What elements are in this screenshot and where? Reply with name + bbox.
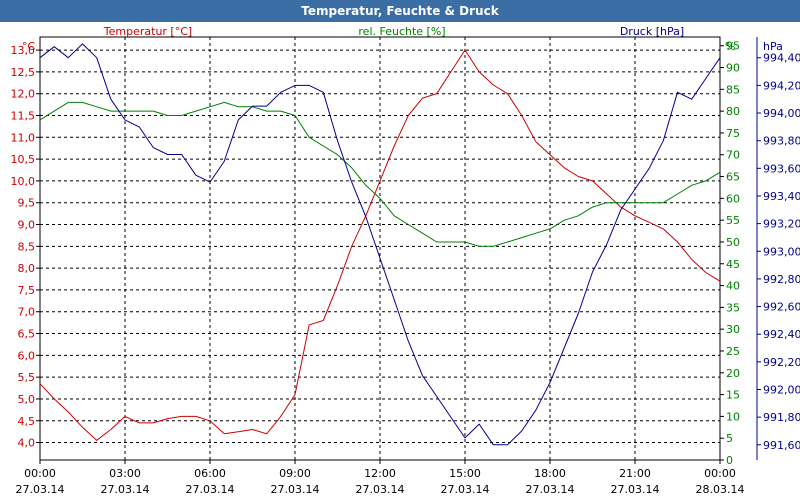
x-tick-date: 28.03.14 bbox=[696, 483, 745, 496]
chart: °C Temperatur [°C] rel. Feuchte [%] Druc… bbox=[11, 25, 800, 496]
temperature-tick-label: 6,0 bbox=[18, 349, 36, 362]
x-tick-time: 06:00 bbox=[194, 467, 226, 480]
temperature-tick-label: 8,5 bbox=[18, 240, 36, 253]
temperature-tick-label: 9,5 bbox=[18, 197, 36, 210]
x-tick-date: 27.03.14 bbox=[441, 483, 490, 496]
humidity-tick-label: 5 bbox=[726, 432, 733, 445]
pressure-tick-label: 994,20 bbox=[763, 79, 800, 92]
pressure-tick-label: 993,40 bbox=[763, 190, 800, 203]
temperature-tick-label: 10,5 bbox=[11, 153, 36, 166]
humidity-tick-label: 15 bbox=[726, 389, 740, 402]
humidity-tick-label: 20 bbox=[726, 367, 740, 380]
pressure-tick-label: 993,20 bbox=[763, 218, 800, 231]
x-tick-date: 27.03.14 bbox=[356, 483, 405, 496]
x-axis-ticks: 00:00 27.03.14 03:00 27.03.14 06:00 27.03.14 0… bbox=[16, 460, 745, 496]
pressure-tick-label: 992,80 bbox=[763, 273, 800, 286]
temperature-tick-label: 11,5 bbox=[11, 109, 36, 122]
x-tick-time: 03:00 bbox=[109, 467, 141, 480]
x-tick-date: 27.03.14 bbox=[526, 483, 575, 496]
x-tick-time: 09:00 bbox=[279, 467, 311, 480]
temperature-tick-label: 5,5 bbox=[18, 371, 36, 384]
humidity-tick-label: 10 bbox=[726, 410, 740, 423]
x-tick-date: 27.03.14 bbox=[101, 483, 150, 496]
x-tick-time: 18:00 bbox=[534, 467, 566, 480]
x-tick-time: 15:00 bbox=[449, 467, 481, 480]
humidity-tick-label: 50 bbox=[726, 236, 740, 249]
pressure-tick-label: 993,80 bbox=[763, 135, 800, 148]
temperature-tick-label: 4,0 bbox=[18, 437, 36, 450]
x-tick-date: 27.03.14 bbox=[16, 483, 65, 496]
series-line-temperature bbox=[39, 49, 721, 441]
temperature-tick-label: 12,5 bbox=[11, 66, 36, 79]
temperature-tick-label: 6,5 bbox=[18, 328, 36, 341]
humidity-tick-label: 70 bbox=[726, 149, 740, 162]
temperature-tick-label: 13,0 bbox=[11, 44, 36, 57]
pressure-tick-label: 992,20 bbox=[763, 356, 800, 369]
pressure-tick-label: 991,60 bbox=[763, 439, 800, 452]
x-tick-date: 27.03.14 bbox=[271, 483, 320, 496]
pressure-tick-label: 992,40 bbox=[763, 328, 800, 341]
temperature-tick-label: 11,0 bbox=[11, 131, 36, 144]
humidity-unit-label: % bbox=[725, 40, 735, 53]
humidity-tick-label: 40 bbox=[726, 280, 740, 293]
temperature-axis-label: Temperatur [°C] bbox=[103, 25, 192, 38]
series-line-pressure bbox=[39, 43, 721, 446]
temperature-tick-label: 8,0 bbox=[18, 262, 36, 275]
humidity-tick-label: 75 bbox=[726, 127, 740, 140]
temperature-tick-label: 10,0 bbox=[11, 175, 36, 188]
humidity-tick-label: 45 bbox=[726, 258, 740, 271]
humidity-tick-label: 35 bbox=[726, 301, 740, 314]
temperature-tick-label: 4,5 bbox=[18, 415, 36, 428]
series-lines bbox=[39, 43, 721, 446]
pressure-tick-label: 993,00 bbox=[763, 245, 800, 258]
pressure-tick-label: 991,80 bbox=[763, 411, 800, 424]
temperature-tick-label: 9,0 bbox=[18, 219, 36, 232]
humidity-tick-label: 60 bbox=[726, 192, 740, 205]
temperature-ticks: 4,0 4,5 5,0 5,5 6,0 6,5 7,0 7,5 8,0 8,5 9,0 9,5 10,0… bbox=[11, 44, 40, 450]
pressure-tick-label: 994,00 bbox=[763, 107, 800, 120]
pressure-tick-label: 994,40 bbox=[763, 52, 800, 65]
temperature-tick-label: 5,0 bbox=[18, 393, 36, 406]
temperature-tick-label: 12,0 bbox=[11, 88, 36, 101]
x-tick-time: 00:00 bbox=[24, 467, 56, 480]
pressure-tick-label: 992,60 bbox=[763, 301, 800, 314]
humidity-axis-label: rel. Feuchte [%] bbox=[358, 25, 445, 38]
humidity-tick-label: 85 bbox=[726, 83, 740, 96]
series-line-humidity bbox=[39, 101, 721, 247]
humidity-tick-label: 90 bbox=[726, 62, 740, 75]
x-tick-time: 21:00 bbox=[619, 467, 651, 480]
pressure-axis-label: Druck [hPa] bbox=[620, 25, 684, 38]
humidity-tick-label: 30 bbox=[726, 323, 740, 336]
humidity-tick-label: 55 bbox=[726, 214, 740, 227]
grid bbox=[40, 37, 720, 460]
pressure-tick-label: 992,00 bbox=[763, 384, 800, 397]
humidity-tick-label: 80 bbox=[726, 105, 740, 118]
window-title: Temperatur, Feuchte & Druck bbox=[0, 0, 800, 22]
temperature-tick-label: 7,0 bbox=[18, 306, 36, 319]
humidity-tick-label: 95 bbox=[726, 40, 740, 53]
humidity-tick-label: 25 bbox=[726, 345, 740, 358]
x-tick-time: 12:00 bbox=[364, 467, 396, 480]
x-tick-date: 27.03.14 bbox=[611, 483, 660, 496]
pressure-ticks: 991,60 991,80 992,00 992,20 992,40 992,60 992,… bbox=[756, 37, 800, 460]
humidity-tick-label: 65 bbox=[726, 171, 740, 184]
x-tick-date: 27.03.14 bbox=[186, 483, 235, 496]
humidity-ticks: 0 5 10 15 20 25 30 35 40 45 50 55 60 65 70 75 80 85 90 95 bbox=[720, 40, 740, 467]
pressure-tick-label: 993,60 bbox=[763, 162, 800, 175]
pressure-unit-label: hPa bbox=[763, 40, 783, 53]
x-tick-time: 00:00 bbox=[704, 467, 736, 480]
temperature-unit-label: °C bbox=[22, 40, 36, 53]
temperature-tick-label: 7,5 bbox=[18, 284, 36, 297]
humidity-tick-label: 0 bbox=[726, 454, 733, 467]
